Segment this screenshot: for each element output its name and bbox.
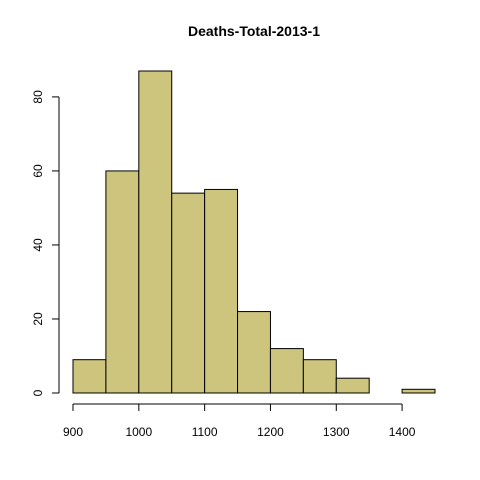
y-axis: 0 20 40 60 80 bbox=[31, 90, 60, 396]
x-tick-label: 1400 bbox=[389, 425, 416, 439]
y-tick-label: 40 bbox=[31, 238, 45, 252]
x-tick-label: 1300 bbox=[323, 425, 350, 439]
chart-title: Deaths-Total-2013-1 bbox=[188, 23, 320, 39]
histogram-bar-1000-1050 bbox=[138, 70, 173, 394]
histogram-bar-1050-1100 bbox=[171, 192, 206, 394]
bars-layer bbox=[72, 70, 436, 394]
histogram-bar-1400-1450 bbox=[401, 388, 436, 394]
x-tick-label: 1000 bbox=[125, 425, 152, 439]
y-tick-label: 0 bbox=[31, 389, 45, 396]
y-tick-label: 60 bbox=[31, 164, 45, 178]
histogram-bar-950-1000 bbox=[105, 170, 140, 394]
histogram-bar-900-950 bbox=[72, 359, 107, 394]
x-axis: 900 1000 1100 1200 1300 1400 bbox=[63, 403, 416, 439]
histogram-bar-1300-1350 bbox=[335, 377, 370, 394]
y-tick-label: 80 bbox=[31, 90, 45, 104]
histogram-bar-1200-1250 bbox=[269, 348, 304, 394]
x-tick-label: 900 bbox=[63, 425, 83, 439]
histogram-bar-1250-1300 bbox=[302, 359, 337, 394]
y-tick-label: 20 bbox=[31, 312, 45, 326]
x-tick-label: 1100 bbox=[192, 425, 218, 439]
histogram-bar-1150-1200 bbox=[237, 311, 271, 394]
histogram-bar-1100-1150 bbox=[204, 188, 239, 394]
x-tick-label: 1200 bbox=[257, 425, 284, 439]
